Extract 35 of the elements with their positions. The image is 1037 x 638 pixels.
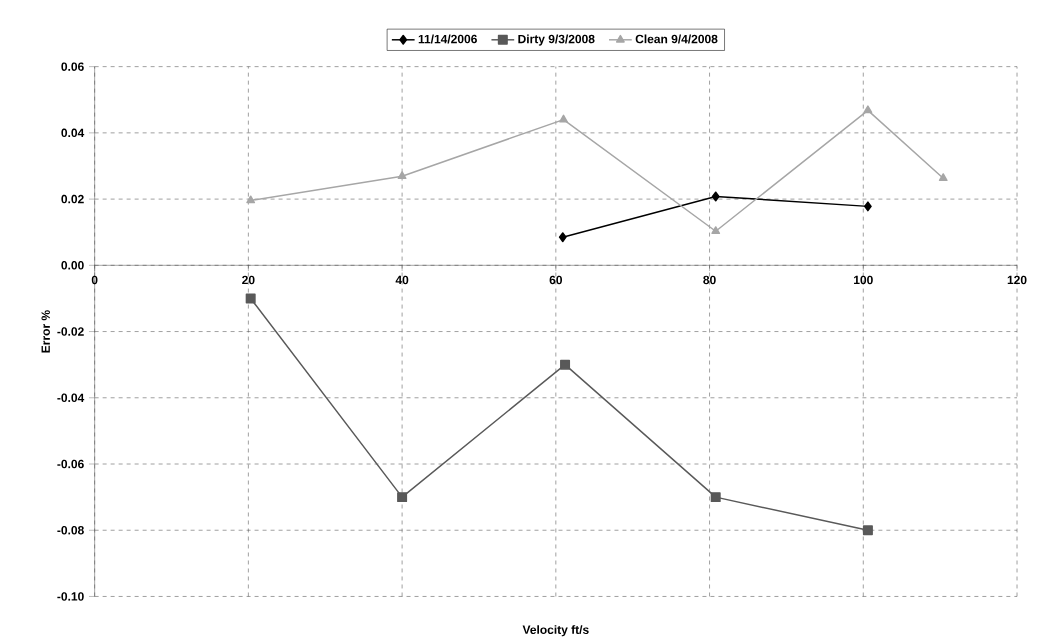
- y-tick-label: 0.06: [61, 62, 84, 71]
- point: [863, 201, 872, 212]
- y-tick-label: 0.00: [61, 260, 84, 270]
- x-tick-label: 20: [242, 275, 255, 285]
- point: [863, 105, 873, 113]
- x-axis-title: Velocity ft/s: [522, 624, 589, 637]
- legend-label: 11/14/2006: [418, 34, 477, 44]
- y-tick-label: -0.02: [57, 327, 84, 336]
- y-axis-title: Error %: [41, 310, 50, 353]
- point: [711, 191, 720, 202]
- point: [397, 171, 407, 179]
- y-tick-label: 0.02: [61, 194, 84, 204]
- point: [560, 359, 571, 370]
- point: [938, 173, 948, 181]
- point: [245, 293, 256, 304]
- point: [710, 491, 721, 502]
- x-tick-label: 100: [854, 275, 873, 285]
- legend-label: Clean 9/4/2008: [635, 34, 718, 44]
- x-tick-label: 0: [91, 275, 98, 285]
- y-tick-label: 0.04: [61, 128, 85, 137]
- y-tick-label: -0.10: [57, 592, 84, 601]
- x-tick-label: 40: [395, 275, 409, 285]
- y-tick-label: -0.06: [57, 459, 84, 469]
- point: [246, 195, 256, 204]
- point: [862, 525, 873, 536]
- x-tick-label: 120: [1007, 275, 1027, 285]
- point: [397, 491, 408, 502]
- y-tick-label: -0.08: [57, 525, 84, 535]
- x-tick-label: 60: [549, 275, 563, 285]
- point: [558, 231, 567, 242]
- y-tick-label: -0.04: [57, 393, 85, 402]
- point: [711, 225, 721, 234]
- point: [559, 114, 568, 123]
- x-tick-label: 80: [703, 275, 716, 285]
- legend-label: Dirty 9/3/2008: [518, 34, 595, 46]
